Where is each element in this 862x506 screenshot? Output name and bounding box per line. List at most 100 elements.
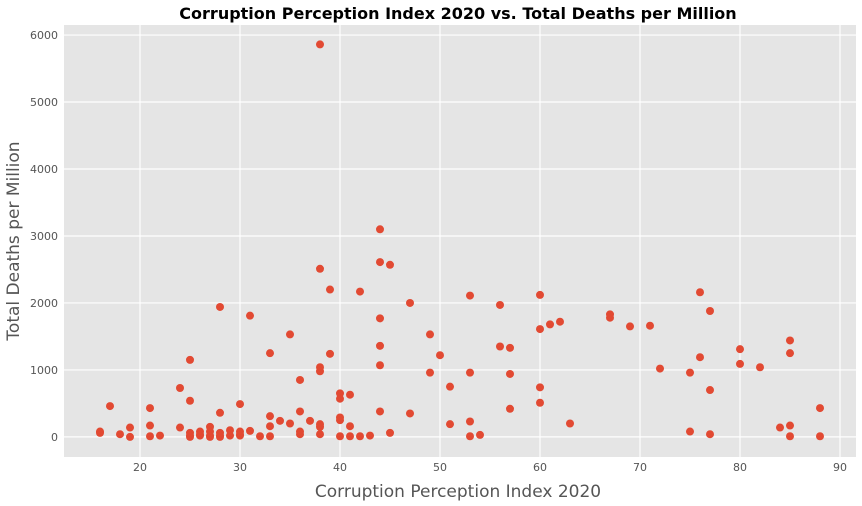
data-point <box>406 409 414 418</box>
data-point <box>186 355 194 364</box>
data-point <box>436 351 444 360</box>
data-point <box>496 300 504 309</box>
data-point <box>266 349 274 358</box>
data-point <box>196 431 204 440</box>
data-point <box>176 384 184 393</box>
data-point <box>146 421 154 430</box>
data-point <box>786 421 794 430</box>
x-tick-label: 20 <box>133 461 147 474</box>
data-point <box>266 432 274 441</box>
data-point <box>176 423 184 432</box>
data-point <box>296 375 304 384</box>
grid-lines <box>64 25 856 457</box>
data-point <box>356 432 364 441</box>
data-point <box>156 431 164 440</box>
y-tick-label: 5000 <box>30 96 58 109</box>
data-point <box>316 264 324 273</box>
x-tick-label: 70 <box>633 461 647 474</box>
data-point <box>336 432 344 441</box>
data-point <box>146 404 154 413</box>
data-point <box>236 400 244 409</box>
chart-title: Corruption Perception Index 2020 vs. Tot… <box>179 4 736 23</box>
data-point <box>366 431 374 440</box>
data-points <box>96 40 824 441</box>
data-point <box>116 430 124 439</box>
data-point <box>316 40 324 49</box>
data-point <box>186 432 194 441</box>
data-point <box>386 428 394 437</box>
plot-area <box>64 25 856 457</box>
x-tick-label: 40 <box>333 461 347 474</box>
data-point <box>336 394 344 403</box>
data-point <box>506 404 514 413</box>
data-point <box>376 314 384 323</box>
data-point <box>266 422 274 431</box>
data-point <box>426 330 434 339</box>
data-point <box>756 363 764 372</box>
data-point <box>186 396 194 405</box>
data-point <box>466 432 474 441</box>
y-tick-label: 1000 <box>30 364 58 377</box>
data-point <box>336 416 344 425</box>
data-point <box>706 430 714 439</box>
data-point <box>216 432 224 441</box>
data-point <box>256 432 264 441</box>
data-point <box>146 432 154 441</box>
data-point <box>276 416 284 425</box>
data-point <box>446 420 454 429</box>
data-point <box>216 302 224 311</box>
data-point <box>346 390 354 399</box>
data-point <box>706 386 714 395</box>
data-point <box>316 422 324 431</box>
data-point <box>816 432 824 441</box>
data-point <box>356 287 364 296</box>
data-point <box>326 349 334 358</box>
data-point <box>786 349 794 358</box>
data-point <box>126 423 134 432</box>
data-point <box>326 285 334 294</box>
data-point <box>466 417 474 426</box>
data-point <box>376 225 384 234</box>
data-point <box>466 291 474 300</box>
data-point <box>606 313 614 322</box>
y-tick-label: 4000 <box>30 163 58 176</box>
x-tick-label: 90 <box>833 461 847 474</box>
data-point <box>376 361 384 370</box>
x-tick-label: 80 <box>733 461 747 474</box>
data-point <box>546 320 554 329</box>
data-point <box>646 321 654 330</box>
data-point <box>376 258 384 267</box>
data-point <box>736 345 744 354</box>
data-point <box>386 260 394 269</box>
data-point <box>696 353 704 362</box>
data-point <box>446 382 454 391</box>
y-tick-label: 0 <box>51 431 58 444</box>
data-point <box>476 430 484 439</box>
data-point <box>736 359 744 368</box>
data-point <box>536 325 544 334</box>
data-point <box>786 432 794 441</box>
data-point <box>686 368 694 377</box>
data-point <box>536 398 544 407</box>
data-point <box>506 343 514 352</box>
data-point <box>816 404 824 413</box>
data-point <box>246 311 254 320</box>
data-point <box>206 432 214 441</box>
data-point <box>626 322 634 331</box>
data-point <box>296 430 304 439</box>
data-point <box>316 367 324 376</box>
data-point <box>266 412 274 421</box>
data-point <box>236 431 244 440</box>
data-point <box>686 427 694 436</box>
y-tick-label: 2000 <box>30 297 58 310</box>
data-point <box>706 306 714 315</box>
data-point <box>346 422 354 431</box>
tick-labels: 20 30 40 50 60 70 80 90 0 1000 2000 3000 4000 5000 600… <box>30 29 847 474</box>
data-point <box>506 369 514 378</box>
x-tick-label: 30 <box>233 461 247 474</box>
data-point <box>316 430 324 439</box>
data-point <box>216 408 224 417</box>
data-point <box>296 407 304 416</box>
data-point <box>376 407 384 416</box>
data-point <box>656 364 664 373</box>
